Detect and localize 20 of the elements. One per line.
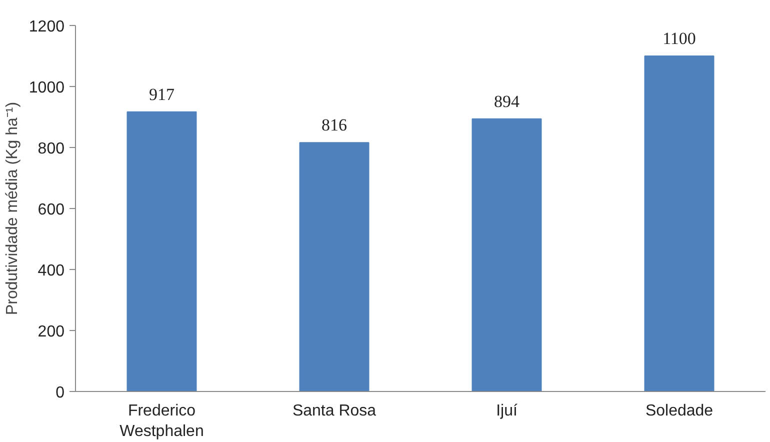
y-axis-title: Produtividade média (Kg ha⁻¹) bbox=[4, 102, 21, 316]
data-label: 1100 bbox=[662, 29, 696, 48]
bar bbox=[644, 56, 714, 392]
bar bbox=[126, 111, 197, 392]
y-tick-label: 0 bbox=[56, 384, 65, 402]
bar bbox=[299, 142, 370, 392]
data-label: 917 bbox=[149, 84, 175, 104]
y-tick-label: 800 bbox=[38, 140, 65, 158]
data-label: 894 bbox=[494, 92, 520, 111]
y-tick-label: 1000 bbox=[28, 80, 65, 96]
y-tick-label: 1200 bbox=[28, 18, 65, 36]
y-tick-label: 600 bbox=[38, 202, 65, 218]
y-tick-label: 200 bbox=[38, 324, 65, 340]
x-tick-label: Frederico Westphalen bbox=[120, 402, 204, 440]
x-tick-label: Ijuí bbox=[496, 402, 518, 420]
data-label: 816 bbox=[322, 116, 347, 135]
x-tick-label: Santa Rosa bbox=[292, 402, 376, 420]
bar bbox=[472, 118, 542, 392]
y-tick-label: 400 bbox=[38, 262, 65, 280]
x-tick-label: Soledade bbox=[645, 402, 714, 420]
